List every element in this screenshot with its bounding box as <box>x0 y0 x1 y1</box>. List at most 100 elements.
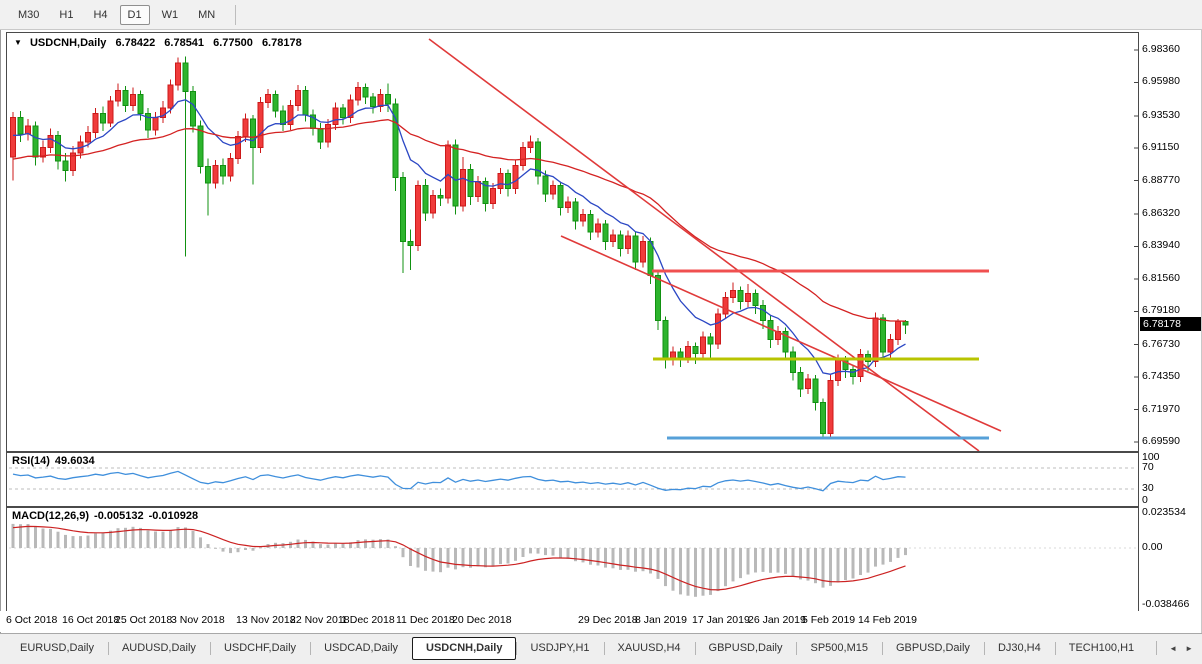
candle-body <box>715 313 721 345</box>
chart-tab-audusd-daily[interactable]: AUDUSD,Daily <box>107 637 210 660</box>
candle-body <box>625 235 631 249</box>
candle-body <box>857 354 864 378</box>
chart-tab-eurusd-daily[interactable]: EURUSD,Daily <box>20 642 94 654</box>
macd-histogram-bar <box>506 548 510 564</box>
macd-histogram-bar <box>199 537 202 548</box>
macd-histogram-bar <box>551 548 555 556</box>
candle-body <box>752 292 759 307</box>
macd-axis-label: 0.00 <box>1142 541 1163 553</box>
candle-body <box>392 103 399 179</box>
macd-histogram-bar <box>784 548 787 574</box>
timeframe-button-m30[interactable]: M30 <box>18 8 40 21</box>
candle-body <box>160 107 166 118</box>
macd-histogram-bar <box>416 548 420 568</box>
macd-histogram-bar <box>769 548 772 573</box>
chart-tab-gbpusd-daily[interactable]: GBPUSD,Daily <box>694 637 797 660</box>
macd-histogram-bar <box>371 539 375 548</box>
candle-body <box>565 201 571 209</box>
chart-tab-usdcnh-daily[interactable]: USDCNH,Daily <box>412 637 517 660</box>
macd-histogram-bar <box>799 548 802 580</box>
date-axis-label: 1 Dec 2018 <box>341 614 395 626</box>
candle-body <box>850 369 856 378</box>
timeframe-button-h4[interactable]: H4 <box>93 8 108 21</box>
macd-histogram-bar <box>131 526 135 548</box>
candle-body <box>32 125 39 158</box>
macd-histogram-bar <box>454 548 457 570</box>
chart-tab-gbpusd-daily[interactable]: GBPUSD,Daily <box>881 637 984 660</box>
trendline[interactable] <box>560 235 1002 432</box>
macd-histogram-bar <box>679 548 682 595</box>
chart-tab-usdjpy-h1[interactable]: USDJPY,H1 <box>516 637 603 660</box>
timeframe-button-mn[interactable]: MN <box>198 8 216 21</box>
candle-body <box>47 134 54 149</box>
date-axis-label: 16 Oct 2018 <box>62 614 120 626</box>
macd-histogram-bar <box>34 526 37 548</box>
rsi-value: 49.6034 <box>54 455 95 467</box>
price-axis-label: 6.88770 <box>1142 173 1180 186</box>
tabbar-separator <box>1156 641 1158 655</box>
macd-histogram-bar <box>844 548 847 581</box>
candle-body <box>497 173 504 189</box>
candle-body <box>595 223 601 233</box>
macd-histogram-bar <box>491 548 495 567</box>
candle-body <box>722 296 729 315</box>
macd-histogram-bar <box>634 548 637 572</box>
candle-body <box>557 185 564 208</box>
candle-body <box>265 93 271 104</box>
macd-indicator-panel[interactable] <box>6 507 1139 612</box>
macd-histogram-bar <box>641 548 645 572</box>
price-axis[interactable]: 6.98360 6.95980 6.93530 6.91150 6.88770 6.863… <box>1140 32 1201 612</box>
macd-histogram-bar <box>146 530 150 548</box>
macd-histogram-bar <box>484 548 487 568</box>
candle-body <box>355 87 361 101</box>
collapse-icon[interactable]: ▼ <box>14 38 22 47</box>
timeframe-button-d1[interactable]: D1 <box>119 4 150 25</box>
chart-tab-xauusd-h4[interactable]: XAUUSD,H4 <box>603 637 695 660</box>
chart-tab-sp500-m15[interactable]: SP500,M15 <box>796 637 881 660</box>
candle-body <box>737 290 744 303</box>
price-axis-label: 6.83940 <box>1142 239 1180 252</box>
rsi-axis-label: 30 <box>1142 482 1154 494</box>
macd-histogram-bar <box>319 544 322 548</box>
tabs-scroll-left-icon[interactable]: ◄ <box>1169 643 1178 653</box>
macd-histogram-bar <box>169 530 172 548</box>
macd-axis-label: -0.038466 <box>1142 598 1190 611</box>
chart-tab-tech100-h1[interactable]: TECH100,H1 <box>1054 637 1148 660</box>
price-axis-label: 6.79180 <box>1142 304 1180 317</box>
candle-body <box>797 371 804 390</box>
rsi-indicator-label: RSI(14) 49.6034 <box>12 455 100 467</box>
candle-body <box>212 164 219 184</box>
chart-tab-dj30-h4[interactable]: DJ30,H4 <box>983 637 1055 660</box>
candle-body <box>317 128 324 143</box>
macd-histogram-bar <box>574 548 577 562</box>
macd-histogram-bar <box>881 548 885 565</box>
macd-histogram-bar <box>529 548 532 554</box>
candle-body <box>205 166 211 184</box>
trendline[interactable] <box>428 38 980 451</box>
candle-body <box>460 168 466 207</box>
tabs-scroll-right-icon[interactable]: ► <box>1185 643 1193 653</box>
candle-body <box>197 125 204 168</box>
macd-histogram-bar <box>874 548 877 567</box>
macd-histogram-bar <box>904 548 907 556</box>
chart-tab-bar: EURUSD,Daily AUDUSD,Daily USDCHF,Daily USDC… <box>0 633 1202 664</box>
chart-tab-usdcad-daily[interactable]: USDCAD,Daily <box>310 637 412 660</box>
timeframe-button-h1[interactable]: H1 <box>59 8 74 21</box>
price-axis-label: 6.93530 <box>1142 108 1180 121</box>
macd-histogram-bar <box>56 531 60 548</box>
candle-body <box>467 168 474 198</box>
candle-body <box>400 177 406 242</box>
timeframe-button-w1[interactable]: W1 <box>161 8 179 21</box>
macd-histogram-bar <box>664 548 667 587</box>
candle-body <box>137 93 144 115</box>
rsi-indicator-panel[interactable] <box>6 452 1139 507</box>
macd-histogram-bar <box>746 548 750 575</box>
price-chart-panel[interactable] <box>6 32 1139 452</box>
macd-histogram-bar <box>251 548 255 551</box>
macd-histogram-bar <box>446 548 450 568</box>
macd-histogram-bar <box>716 548 720 592</box>
macd-histogram-bar <box>184 527 187 548</box>
chart-tab-usdchf-daily[interactable]: USDCHF,Daily <box>209 637 310 660</box>
macd-histogram-bar <box>334 543 337 548</box>
date-axis[interactable]: 6 Oct 2018 16 Oct 2018 25 Oct 2018 3 Nov 20… <box>0 611 1139 632</box>
